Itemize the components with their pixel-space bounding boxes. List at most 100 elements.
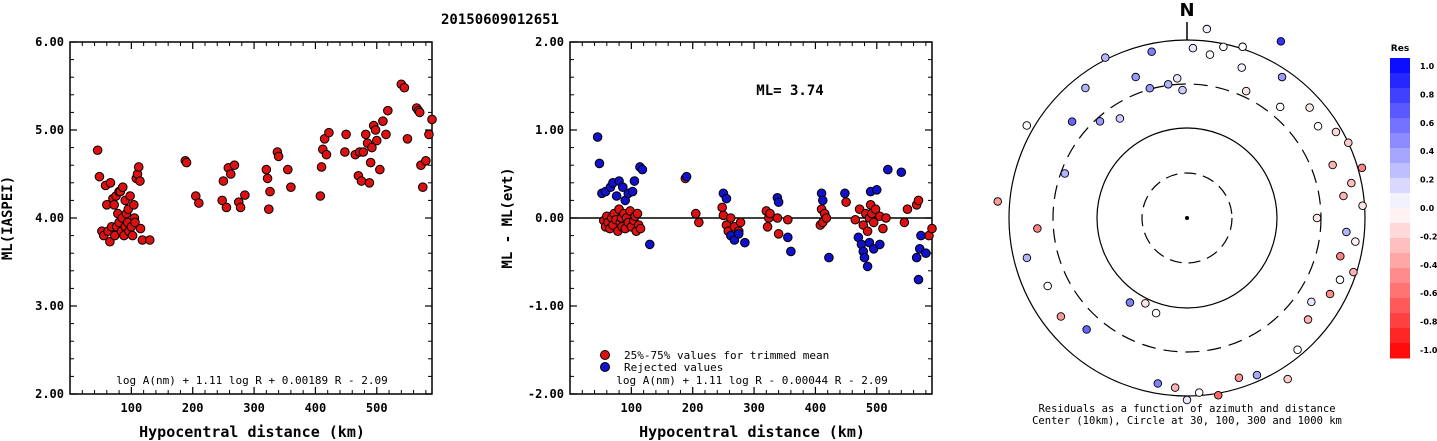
- colorbar-cell: [1390, 88, 1410, 104]
- station-point: [1325, 289, 1335, 299]
- station-point: [1339, 191, 1348, 201]
- station-point: [1214, 391, 1223, 400]
- colorbar-cell: [1390, 313, 1410, 329]
- station-point: [1344, 138, 1353, 148]
- data-point: [130, 217, 140, 228]
- data-point: [109, 200, 119, 210]
- colorbar-cell: [1390, 268, 1410, 284]
- colorbar-cell: [1390, 58, 1410, 74]
- trimmed-point: [783, 214, 793, 225]
- rejected-point: [637, 164, 648, 175]
- rejected-point: [916, 230, 926, 241]
- data-point: [341, 129, 351, 140]
- formula-annotation: log A(nm) + 1.11 log R + 0.00189 R - 2.0…: [116, 374, 388, 387]
- station-point: [1293, 345, 1302, 355]
- trimmed-point: [913, 195, 924, 206]
- data-point: [381, 129, 391, 140]
- trimmed-point: [772, 213, 783, 223]
- y-tick-marks: 2.00 3.00 4.00 5.00 6.00: [35, 35, 432, 401]
- data-point: [133, 162, 144, 172]
- x-axis-label: Hypocentral distance (km): [639, 423, 865, 441]
- rejected-point: [786, 246, 796, 257]
- station-point: [1277, 72, 1287, 82]
- data-point: [262, 173, 273, 184]
- station-point: [1312, 213, 1322, 223]
- y-tick-label: 3.00: [35, 299, 64, 313]
- data-point: [399, 82, 410, 93]
- station-point: [1358, 201, 1367, 210]
- station-point: [1328, 160, 1337, 170]
- station-point: [1163, 80, 1173, 89]
- colorbar-cell: [1390, 223, 1410, 239]
- colorbar-tick-label: 0.8: [1420, 90, 1435, 99]
- rejected-point: [644, 239, 655, 250]
- y-tick-label: 4.00: [35, 211, 64, 225]
- station-point: [1307, 297, 1316, 307]
- station-point: [1147, 47, 1156, 56]
- rejected-point: [859, 252, 870, 263]
- data-point: [181, 157, 192, 168]
- station-point: [1141, 299, 1150, 308]
- rejected-point: [862, 261, 873, 272]
- colorbar-tick-label: -0.4: [1420, 261, 1437, 270]
- x-tick-marks: 100 200 300 400 500: [81, 42, 427, 415]
- station-point: [1313, 121, 1323, 131]
- rejected-point: [629, 176, 640, 186]
- y-tick-label: 0.00: [535, 211, 564, 225]
- y-tick-label: 2.00: [535, 35, 564, 49]
- data-point: [283, 164, 293, 175]
- data-point: [358, 147, 369, 157]
- data-point: [364, 178, 375, 188]
- trimmed-point: [850, 214, 861, 225]
- station-point: [1237, 63, 1246, 72]
- x-tick-label: 400: [805, 401, 827, 415]
- center-point: [1185, 216, 1189, 220]
- data-point: [402, 134, 413, 144]
- rejected-point: [911, 252, 922, 263]
- y-axis-label: ML(IASPEI): [0, 176, 16, 260]
- data-point: [109, 230, 120, 241]
- data-point: [135, 176, 145, 186]
- y-tick-label: 2.00: [35, 387, 64, 401]
- trimmed-point: [690, 208, 701, 219]
- trimmed-point: [773, 229, 784, 239]
- station-point: [1101, 53, 1110, 62]
- rejected-point: [592, 132, 603, 142]
- formula-annotation: log A(nm) + 1.11 log R - 0.00044 R - 2.0…: [616, 374, 888, 387]
- station-point: [1305, 103, 1314, 112]
- colorbar-tick-label: -0.6: [1420, 289, 1437, 298]
- station-point: [1115, 114, 1125, 123]
- range-circle-30km: [1141, 172, 1233, 264]
- x-tick-label: 200: [682, 401, 704, 415]
- rejected-point: [773, 197, 784, 207]
- station-point: [1357, 163, 1367, 173]
- trimmed-point: [632, 208, 643, 219]
- trimmed-point: [635, 223, 646, 234]
- x-axis-label: Hypocentral distance (km): [139, 423, 365, 441]
- x-tick-label: 100: [121, 401, 143, 415]
- station-point: [1188, 43, 1198, 53]
- rejected-point: [896, 167, 907, 178]
- data-point: [194, 198, 204, 208]
- legend-marker-rejected: [600, 362, 610, 372]
- data-point: [365, 157, 376, 168]
- colorbar-cell: [1390, 253, 1410, 269]
- data-point: [367, 142, 377, 153]
- station-point: [1145, 83, 1155, 93]
- legend-label-rejected: Rejected values: [624, 361, 723, 374]
- station-point: [1067, 117, 1077, 126]
- station-point: [1205, 50, 1215, 59]
- data-points: [592, 132, 937, 285]
- caption-line-1: Residuals as a function of azimuth and d…: [1038, 403, 1335, 415]
- residual-map-panel: N Residuals as a function of azimuth and…: [993, 0, 1367, 427]
- station-point: [1043, 281, 1052, 291]
- data-point: [221, 202, 232, 213]
- station-point: [1303, 315, 1313, 324]
- station-point: [1342, 227, 1351, 237]
- rejected-point: [617, 182, 628, 192]
- data-point: [324, 127, 334, 138]
- station-point: [1033, 224, 1042, 233]
- colorbar-cell: [1390, 283, 1410, 299]
- data-point: [273, 151, 284, 162]
